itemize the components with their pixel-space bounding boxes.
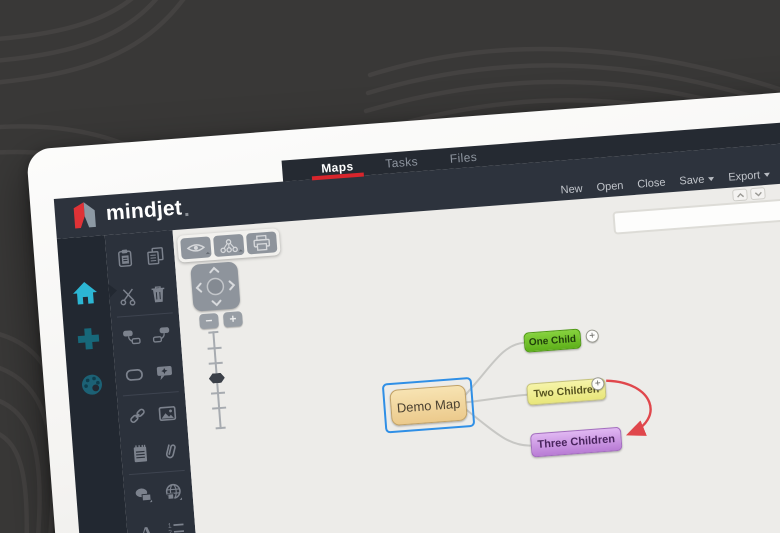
numbered-list-icon: 1 2 3 (168, 522, 185, 533)
insert-subtopic-icon (153, 326, 170, 343)
map-connectors (464, 341, 652, 447)
tool-insert-subtopic-button[interactable] (149, 321, 175, 347)
tool-panel: A 1 2 3 (104, 230, 201, 533)
sidebar-item-add[interactable] (74, 325, 104, 353)
scissors-icon (120, 288, 136, 306)
org-nodes-icon (220, 238, 238, 253)
sidebar-item-theme[interactable] (77, 371, 107, 399)
shapes-icon (135, 488, 152, 502)
search-next-button[interactable] (749, 187, 766, 201)
tool-insert-topic-button[interactable] (118, 324, 144, 350)
svg-text:1: 1 (168, 522, 173, 529)
print-button[interactable] (245, 231, 278, 255)
menu-open[interactable]: Open (596, 179, 624, 194)
svg-text:A: A (139, 522, 154, 533)
tab-maps[interactable]: Maps (316, 158, 359, 175)
connector-root-to-one (464, 341, 525, 397)
menu-new[interactable]: New (560, 182, 584, 197)
map-node-root[interactable]: Demo Map (389, 384, 468, 427)
web-globe-icon (166, 483, 183, 500)
sidebar-item-home[interactable] (70, 279, 100, 307)
tool-notes-button[interactable] (127, 440, 153, 466)
chevron-up-icon (736, 192, 744, 198)
tool-delete-button[interactable] (146, 280, 172, 306)
main-area: A 1 2 3 (56, 177, 780, 533)
mindjet-logo: mindjet (70, 194, 183, 229)
font-icon: A (139, 522, 154, 533)
paste-icon (117, 249, 132, 267)
tool-callout-button[interactable] (152, 359, 178, 385)
tool-link-button[interactable] (124, 402, 150, 428)
relationship-arrow[interactable] (606, 377, 652, 436)
insert-topic-icon (122, 329, 141, 344)
tool-numbered-list-button[interactable]: 1 2 3 (164, 517, 190, 533)
view-toolbar (176, 228, 281, 263)
caret-down-icon (763, 172, 771, 178)
tool-font-button[interactable]: A (133, 519, 159, 533)
tool-copy-button[interactable] (143, 243, 169, 269)
mindjet-logo-icon (73, 202, 96, 229)
connector-root-to-two (465, 393, 528, 404)
logo-wordmark: mindjet (105, 195, 183, 225)
tablet-device-frame: Maps Tasks Files mindjet New (26, 83, 780, 533)
boundary-icon (125, 368, 143, 381)
home-icon (73, 281, 97, 305)
tool-web-button[interactable] (161, 479, 187, 505)
map-canvas[interactable]: − + (172, 177, 780, 533)
tool-shapes-button[interactable] (130, 481, 156, 507)
tool-image-button[interactable] (155, 400, 181, 426)
paperclip-icon (166, 443, 177, 458)
link-icon (129, 408, 145, 423)
tool-cut-button[interactable] (115, 283, 141, 309)
connector-root-to-three (465, 408, 531, 447)
plus-icon (77, 328, 100, 350)
chevron-down-icon (754, 191, 762, 197)
pan-arrows-icon (195, 266, 236, 307)
copy-icon (147, 246, 164, 265)
tool-attachment-button[interactable] (158, 438, 184, 464)
active-panel-notch (108, 283, 118, 299)
menu-close[interactable]: Close (636, 176, 666, 191)
menu-export[interactable]: Export (728, 169, 771, 184)
app-header: mindjet New Open Close Save Export (53, 137, 780, 239)
app-screen: Maps Tasks Files mindjet New (52, 116, 780, 533)
image-icon (158, 405, 177, 421)
caret-down-icon (708, 176, 715, 182)
svg-text:2: 2 (168, 529, 173, 533)
search-nav-buttons (732, 187, 766, 202)
notes-icon (133, 444, 147, 462)
tab-files[interactable]: Files (449, 149, 478, 166)
printer-icon (253, 234, 271, 251)
trash-icon (151, 285, 165, 302)
left-sidebar (56, 235, 133, 533)
tab-tasks[interactable]: Tasks (384, 153, 419, 171)
view-options-button[interactable] (180, 236, 212, 260)
menu-save[interactable]: Save (679, 173, 715, 188)
tool-paste-button[interactable] (112, 245, 138, 271)
pan-control[interactable] (190, 261, 241, 312)
search-prev-button[interactable] (732, 188, 748, 202)
tool-boundary-button[interactable] (121, 362, 147, 388)
palette-icon (81, 374, 102, 395)
callout-icon (157, 365, 173, 380)
eye-icon (186, 244, 206, 252)
presentation-button[interactable] (213, 233, 245, 257)
